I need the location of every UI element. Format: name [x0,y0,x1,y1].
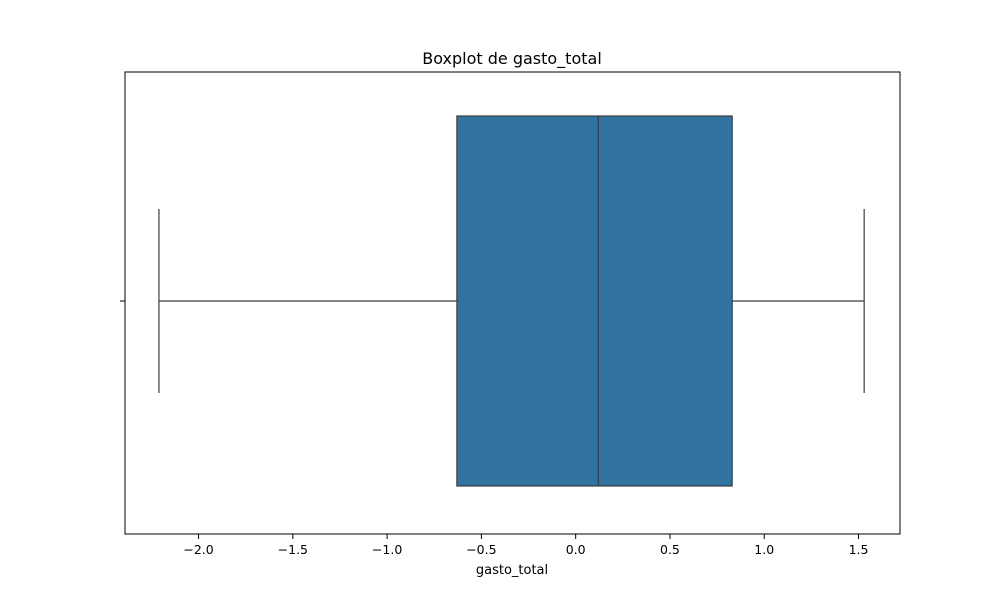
x-tick-label: 1.5 [849,542,869,557]
x-tick-label: 0.0 [566,542,586,557]
x-tick-label: −1.5 [278,542,308,557]
x-tick-label: −2.0 [183,542,213,557]
axes-frame [124,71,901,535]
iqr-box [456,115,733,487]
x-tick-label: −0.5 [466,542,496,557]
x-tick-label: 1.0 [754,542,774,557]
chart-title: Boxplot de gasto_total [422,49,602,69]
plot-area [158,115,865,487]
x-tick-label: −1.0 [372,542,402,557]
x-tick-label: 0.5 [660,542,680,557]
x-axis-label: gasto_total [476,563,548,578]
x-axis-ticks: −2.0 −1.5 −1.0 −0.5 0.0 0.5 1.0 1.5 [183,534,868,557]
